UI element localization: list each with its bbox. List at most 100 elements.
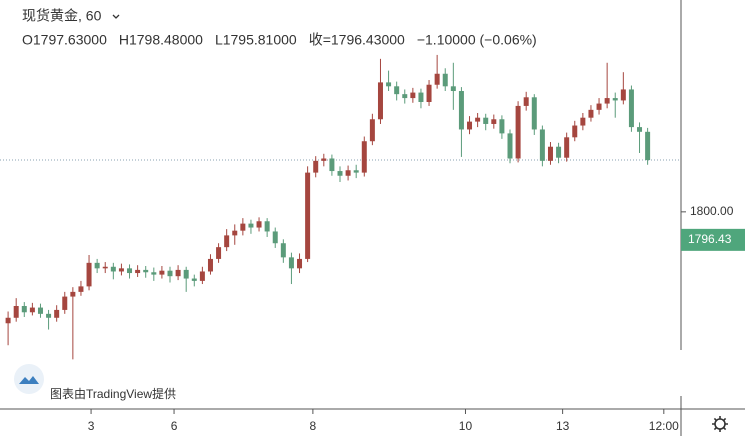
candle-body — [458, 91, 464, 130]
candle-body — [426, 84, 432, 102]
candle-body — [167, 270, 173, 277]
chart-title: 现货黄金, 60 — [22, 8, 102, 24]
candle-body — [442, 73, 448, 87]
settings-gear[interactable] — [712, 416, 728, 432]
candle-body — [539, 129, 545, 161]
candle-body — [280, 243, 286, 258]
candle-body — [418, 92, 424, 102]
tv-logo — [14, 364, 44, 394]
candle-body — [13, 306, 19, 318]
candle-body — [402, 94, 408, 99]
candle-body — [410, 92, 416, 99]
candle-body — [159, 270, 165, 275]
candle-body — [102, 266, 108, 269]
candle-body — [240, 223, 246, 231]
legend-value: H1798.48000 — [119, 32, 203, 48]
candle-body — [118, 268, 124, 272]
candle-body — [110, 266, 116, 272]
candle-body — [313, 160, 319, 173]
candle-body — [645, 131, 651, 161]
candle-body — [564, 137, 570, 158]
candle-body — [199, 271, 205, 281]
candle-body — [637, 127, 643, 132]
candle-body — [135, 269, 141, 274]
candle-body — [499, 119, 505, 134]
candle-body — [604, 98, 610, 104]
candle-body — [256, 221, 262, 228]
candle-body — [467, 121, 473, 130]
x-tick-label: 8 — [310, 419, 317, 433]
candle-body — [491, 119, 497, 124]
candle-body — [361, 141, 367, 173]
legend-value: 收=1796.43000 — [309, 32, 405, 48]
candle-body — [580, 117, 586, 126]
candle-body — [127, 268, 133, 274]
candle-body — [531, 97, 537, 130]
candle-body — [337, 171, 343, 176]
x-tick-label: 10 — [459, 419, 473, 433]
candle-body — [507, 133, 513, 159]
candle-body — [183, 269, 189, 279]
legend-value: L1795.81000 — [215, 32, 297, 48]
candle-body — [612, 98, 618, 101]
candle-body — [248, 223, 254, 228]
y-tick-label: 1800.00 — [690, 204, 734, 218]
candle-body — [21, 306, 27, 313]
legend-value: −1.10000 (−0.06%) — [417, 32, 537, 48]
ohlc-legend: O1797.63000 H1798.48000 L1795.81000 收=1796.… — [22, 32, 537, 48]
dropdown-chevron[interactable] — [112, 14, 120, 19]
candle-body — [483, 117, 489, 124]
candle-body — [515, 105, 521, 159]
candle-body — [547, 146, 553, 161]
candle-body — [70, 291, 76, 297]
candle-body — [62, 296, 68, 310]
candle-body — [523, 97, 529, 106]
candle-body — [191, 278, 197, 281]
candle-body — [29, 307, 35, 313]
candle-body — [143, 269, 149, 273]
last-price-label: 1796.43 — [688, 232, 732, 246]
x-tick-label: 3 — [88, 419, 95, 433]
candle-body — [232, 230, 238, 236]
candle-body — [151, 272, 157, 275]
candle-body — [572, 125, 578, 138]
candle-body — [207, 258, 213, 272]
candle-body — [216, 247, 222, 259]
candle-body — [329, 158, 335, 172]
candle-body — [321, 158, 327, 161]
candle-body — [54, 309, 60, 318]
candle-body — [94, 262, 100, 269]
last-price-box — [681, 228, 745, 251]
candle-body — [272, 231, 278, 244]
candle-body — [475, 117, 481, 122]
candle-body — [377, 82, 383, 120]
candle-body — [353, 170, 359, 173]
candle-body — [369, 119, 375, 142]
candle-body — [37, 307, 43, 314]
candle-body — [345, 170, 351, 176]
candle-body — [305, 172, 311, 259]
candle-body — [175, 269, 181, 277]
candle-body — [628, 89, 634, 128]
candle-body — [78, 286, 84, 292]
candle-body — [297, 258, 303, 269]
candle-body — [450, 86, 456, 92]
x-tick-label: 6 — [171, 419, 178, 433]
candle-body — [224, 235, 230, 248]
legend-value: O1797.63000 — [22, 32, 107, 48]
candle-body — [394, 86, 400, 95]
candle-body — [46, 313, 52, 318]
candle-body — [288, 257, 294, 269]
candle-body — [556, 146, 562, 158]
watermark: 图表由TradingView提供 — [50, 386, 176, 401]
x-tick-label: 12:00 — [649, 419, 679, 433]
candle-body — [5, 317, 11, 324]
candle-body — [434, 73, 440, 85]
candle-body — [86, 262, 92, 287]
candle-body — [386, 82, 392, 87]
candle-body — [588, 109, 594, 118]
candle-body — [596, 103, 602, 110]
candle-body — [620, 89, 626, 101]
candle-body — [264, 221, 270, 232]
